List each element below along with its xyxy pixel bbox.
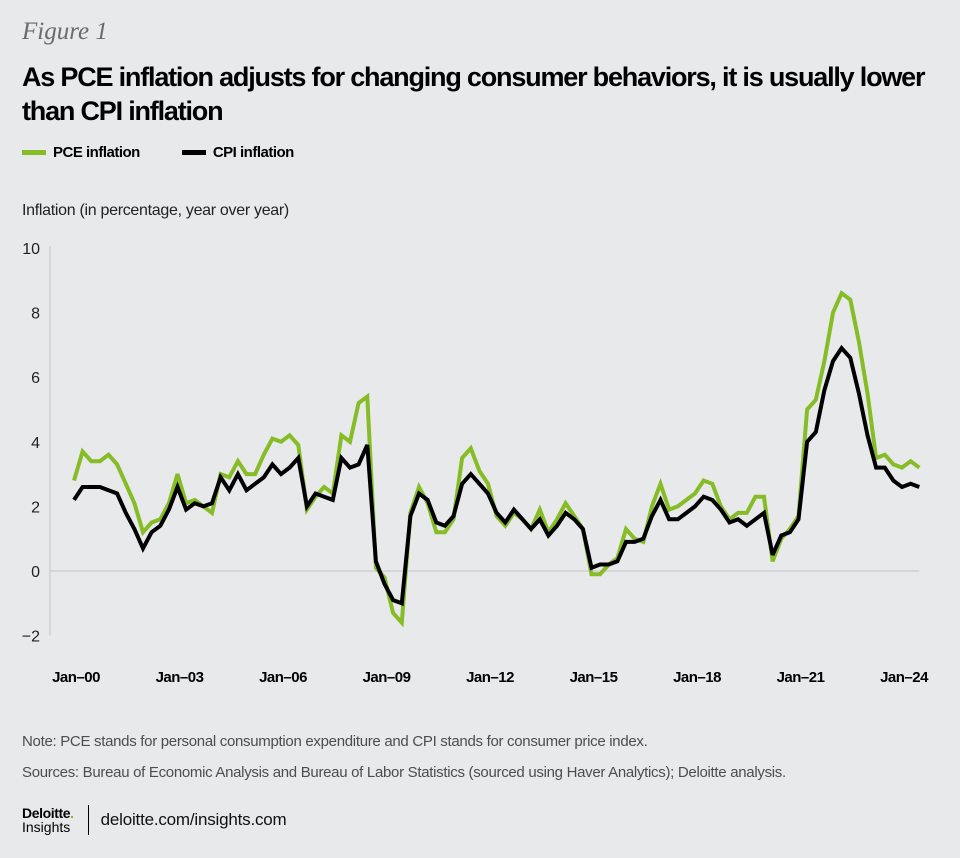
- x-tick-label: Jan–15: [570, 669, 618, 686]
- x-tick-label: Jan–06: [259, 669, 307, 686]
- x-tick-label: Jan–18: [673, 669, 721, 686]
- x-tick-label: Jan–21: [777, 669, 825, 686]
- series-line-pce-inflation: [72, 290, 921, 628]
- x-tick-label: Jan–00: [52, 669, 100, 686]
- y-ticks: 10 8 6 4 2 0 −2: [22, 241, 40, 646]
- footer: Deloitte. Insights deloitte.com/insights…: [22, 805, 287, 835]
- y-tick-label: −2: [22, 629, 40, 646]
- legend-label-pce: PCE inflation: [53, 144, 140, 161]
- x-ticks: Jan–00 Jan–03 Jan–06 Jan–09 Jan–12 Jan–15 Jan–…: [52, 669, 930, 686]
- axes: [49, 246, 920, 636]
- chart-title: As PCE inflation adjusts for changing co…: [22, 62, 926, 126]
- legend-label-cpi: CPI inflation: [212, 144, 295, 161]
- y-tick-label: 2: [31, 499, 40, 516]
- y-axis-title: Inflation (in percentage, year over year…: [22, 202, 289, 219]
- figure-label: Figure 1: [22, 18, 108, 45]
- chart-note: Note: PCE stands for personal consumptio…: [22, 733, 648, 750]
- brand-name: Deloitte.: [22, 806, 74, 820]
- y-tick-label: 6: [31, 370, 40, 387]
- footer-divider: [87, 805, 89, 835]
- legend-swatch-pce: [22, 150, 46, 155]
- legend-swatch-cpi: [181, 150, 206, 155]
- y-tick-label: 10: [22, 241, 40, 258]
- y-tick-label: 8: [31, 306, 40, 323]
- y-tick-label: 0: [31, 564, 40, 581]
- brand-subtitle: Insights: [22, 819, 71, 835]
- chart-sources: Sources: Bureau of Economic Analysis and…: [22, 764, 786, 781]
- x-tick-label: Jan–03: [156, 669, 204, 686]
- legend-item-cpi: CPI inflation: [181, 144, 295, 161]
- x-tick-label: Jan–09: [363, 669, 411, 686]
- brand-dot: .: [70, 805, 74, 821]
- y-tick-label: 4: [31, 435, 40, 452]
- brand-wordmark: Deloitte: [22, 805, 71, 821]
- series-lines: [72, 290, 921, 628]
- legend-item-pce: PCE inflation: [22, 144, 140, 161]
- x-tick-label: Jan–12: [466, 669, 514, 686]
- footer-url[interactable]: deloitte.com/insights.com: [100, 810, 287, 829]
- series-line-cpi-inflation: [72, 344, 920, 607]
- x-tick-label: Jan–24: [880, 669, 929, 686]
- legend: PCE inflation CPI inflation: [22, 144, 336, 161]
- deloitte-insights-logo: Deloitte. Insights: [22, 806, 74, 834]
